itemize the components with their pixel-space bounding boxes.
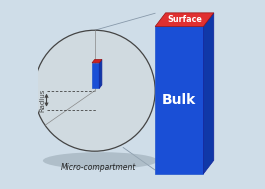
- Circle shape: [34, 30, 155, 151]
- Text: Radius: Radius: [39, 88, 45, 112]
- Text: Surface: Surface: [167, 15, 202, 24]
- Text: Bulk: Bulk: [162, 93, 196, 107]
- Ellipse shape: [43, 152, 158, 169]
- Polygon shape: [155, 26, 203, 174]
- Polygon shape: [203, 13, 214, 174]
- Polygon shape: [155, 13, 214, 26]
- Text: Micro-compartment: Micro-compartment: [61, 163, 136, 173]
- Polygon shape: [92, 63, 99, 88]
- Polygon shape: [92, 60, 102, 63]
- Polygon shape: [99, 60, 102, 88]
